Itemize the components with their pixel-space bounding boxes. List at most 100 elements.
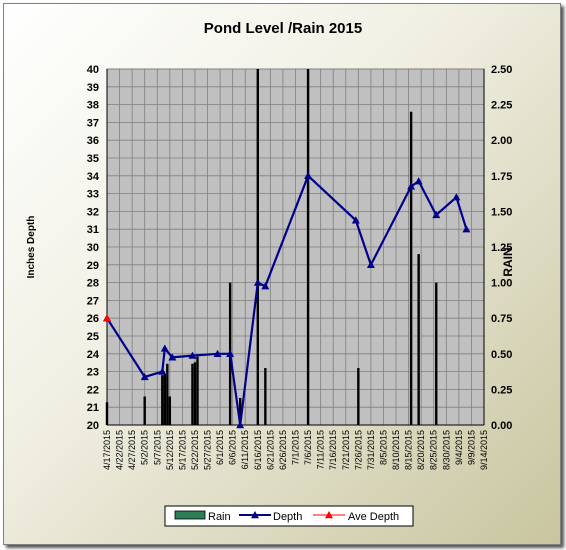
legend-label-rain: Rain <box>208 511 231 523</box>
rain-bar <box>306 69 310 425</box>
x-tick-label: 8/30/2015 <box>441 430 451 470</box>
y-right-tick-label: 0.25 <box>491 384 512 396</box>
y-left-tick-label: 22 <box>87 384 99 396</box>
x-tick-label: 6/6/2015 <box>228 430 238 465</box>
depth-point <box>366 260 375 268</box>
depth-point <box>407 182 416 190</box>
y-right-tick-label: 1.25 <box>491 242 512 254</box>
rain-bar <box>161 375 164 425</box>
y-left-tick-label: 39 <box>87 82 99 94</box>
x-tick-label: 5/12/2015 <box>165 430 175 470</box>
y-left-tick-label: 31 <box>87 224 99 236</box>
y-left-tick-label: 25 <box>87 331 99 343</box>
x-tick-label: 5/17/2015 <box>177 430 187 470</box>
y-left-tick-label: 26 <box>87 313 99 325</box>
y-left-tick-label: 34 <box>87 171 100 183</box>
x-tick-label: 7/31/2015 <box>366 430 376 470</box>
y-right-tick-label: 2.00 <box>491 135 512 147</box>
x-tick-label: 6/11/2015 <box>240 430 250 469</box>
legend-marker-depth <box>251 511 259 519</box>
y-right-tick-label: 1.50 <box>491 206 512 218</box>
x-tick-label: 8/15/2015 <box>404 430 414 470</box>
rain-bar <box>166 363 169 425</box>
x-tick-label: 7/16/2015 <box>328 430 338 470</box>
rain-bar <box>409 111 413 425</box>
x-tick-label: 4/27/2015 <box>127 430 137 470</box>
legend-swatch-rain <box>174 510 206 520</box>
y-right-tick-label: 2.50 <box>491 64 512 76</box>
depth-point <box>414 177 423 185</box>
y-left-tick-label: 29 <box>87 260 99 272</box>
x-tick-label: 6/16/2015 <box>253 430 263 470</box>
y-left-tick-label: 21 <box>87 402 99 414</box>
x-tick-label: 5/22/2015 <box>190 430 200 470</box>
y-left-tick-label: 32 <box>87 206 99 218</box>
depth-point <box>226 349 235 357</box>
x-tick-label: 7/11/2015 <box>316 430 326 469</box>
y-left-tick-label: 33 <box>87 189 99 201</box>
rain-bar <box>256 69 259 425</box>
rain-bar <box>357 368 360 425</box>
x-tick-label: 8/10/2015 <box>391 430 401 470</box>
x-tick-label: 8/5/2015 <box>378 430 388 465</box>
depth-point <box>462 225 471 233</box>
depth-point <box>140 372 149 381</box>
rain-bar <box>196 356 199 425</box>
y-left-tick-label: 27 <box>87 295 99 307</box>
y-right-tick-label: 1.00 <box>491 278 512 290</box>
y-left-tick-label: 30 <box>87 242 99 254</box>
legend-marker-ave-depth <box>325 511 333 519</box>
x-tick-label: 5/7/2015 <box>152 430 162 465</box>
y-right-axis-label: RAIN <box>501 247 515 276</box>
chart-title: Pond Level /Rain 2015 <box>204 20 362 37</box>
x-tick-label: 7/26/2015 <box>353 430 363 470</box>
y-left-tick-label: 20 <box>87 420 99 432</box>
y-left-tick-label: 23 <box>87 367 99 379</box>
x-tick-label: 9/14/2015 <box>479 430 489 470</box>
depth-point <box>188 351 197 359</box>
depth-point <box>213 349 222 357</box>
legend-label-ave-depth: Ave Depth <box>348 511 399 523</box>
x-tick-label: 8/20/2015 <box>416 430 426 470</box>
rain-bar <box>417 254 420 425</box>
depth-point <box>432 210 441 219</box>
y-left-tick-label: 36 <box>87 135 99 147</box>
depth-point <box>236 421 245 429</box>
x-tick-label: 5/27/2015 <box>203 430 213 470</box>
x-tick-label: 9/9/2015 <box>466 430 476 465</box>
rain-bar <box>191 363 194 425</box>
y-right-tick-label: 2.25 <box>491 100 512 112</box>
rain-bar <box>163 373 167 425</box>
depth-point <box>160 344 169 352</box>
legend-box <box>164 505 414 527</box>
x-tick-label: 6/26/2015 <box>278 430 288 470</box>
y-left-axis-label: Inches Depth <box>26 216 37 279</box>
y-right-tick-label: 1.75 <box>491 171 512 183</box>
y-left-tick-label: 35 <box>87 153 99 165</box>
x-tick-label: 8/25/2015 <box>429 430 439 470</box>
y-left-tick-label: 37 <box>87 117 99 129</box>
y-right-tick-label: 0.00 <box>491 420 512 432</box>
rain-bar <box>193 362 197 425</box>
rain-bar <box>435 282 438 425</box>
depth-point <box>351 216 360 224</box>
y-left-tick-label: 40 <box>87 64 99 76</box>
depth-point <box>158 367 167 375</box>
legend-label-depth: Depth <box>273 511 302 523</box>
rain-bar <box>168 396 172 425</box>
x-tick-label: 4/22/2015 <box>115 430 125 470</box>
depth-point <box>261 282 270 290</box>
x-tick-label: 7/1/2015 <box>291 430 301 465</box>
x-tick-label: 4/17/2015 <box>102 430 112 470</box>
y-left-tick-label: 24 <box>87 349 100 361</box>
x-tick-label: 7/6/2015 <box>303 430 313 465</box>
x-tick-label: 9/4/2015 <box>454 430 464 465</box>
legend: Rain Depth Ave Depth <box>164 505 414 527</box>
depth-point <box>304 171 313 179</box>
y-right-tick-label: 0.75 <box>491 313 512 325</box>
rain-bar <box>264 368 267 425</box>
x-tick-label: 5/2/2015 <box>140 430 150 465</box>
y-right-tick-label: 0.50 <box>491 349 512 361</box>
rain-bar <box>143 396 146 425</box>
